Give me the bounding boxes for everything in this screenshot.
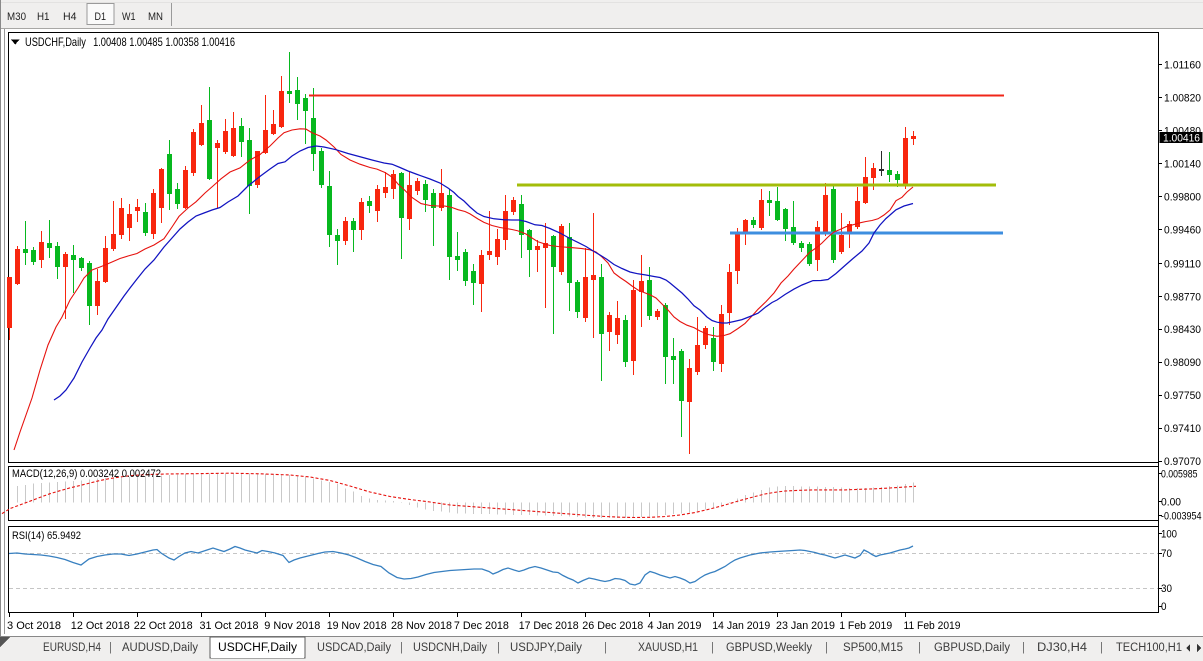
- svg-text:70: 70: [1161, 548, 1172, 560]
- svg-text:28 Nov 2018: 28 Nov 2018: [391, 620, 452, 632]
- svg-text:|: |: [1100, 642, 1103, 654]
- svg-text:1.00416: 1.00416: [1163, 133, 1200, 145]
- svg-text:W1: W1: [122, 11, 136, 23]
- svg-text:GBPUSD,Daily: GBPUSD,Daily: [934, 642, 1010, 654]
- svg-text:1.00820: 1.00820: [1164, 93, 1201, 105]
- svg-text:USDCHF,Daily: USDCHF,Daily: [218, 642, 297, 654]
- svg-text:TECH100,H1: TECH100,H1: [1116, 642, 1182, 654]
- svg-text:14 Jan 2019: 14 Jan 2019: [712, 620, 770, 632]
- svg-text:1.01160: 1.01160: [1164, 60, 1201, 72]
- svg-text:GBPUSD,Weekly: GBPUSD,Weekly: [726, 642, 812, 654]
- svg-text:19 Nov 2018: 19 Nov 2018: [327, 620, 387, 632]
- svg-text:0.98090: 0.98090: [1164, 357, 1201, 369]
- svg-text:DJ30,H4: DJ30,H4: [1037, 642, 1088, 654]
- svg-text:USDCNH,Daily: USDCNH,Daily: [413, 642, 487, 654]
- svg-text:USDJPY,Daily: USDJPY,Daily: [510, 642, 582, 654]
- svg-text:0.99460: 0.99460: [1164, 225, 1201, 237]
- svg-text:0.99110: 0.99110: [1164, 259, 1201, 271]
- svg-text:|: |: [109, 642, 112, 654]
- svg-text:-0.003954: -0.003954: [1161, 511, 1202, 523]
- svg-text:SP500,M15: SP500,M15: [843, 642, 903, 654]
- svg-text:26 Dec 2018: 26 Dec 2018: [582, 620, 643, 632]
- svg-text:11 Feb 2019: 11 Feb 2019: [904, 620, 961, 632]
- svg-text:0.005985: 0.005985: [1161, 469, 1198, 481]
- svg-text:|: |: [604, 642, 607, 654]
- svg-text:USDCAD,Daily: USDCAD,Daily: [317, 642, 391, 654]
- svg-text:H4: H4: [63, 11, 77, 23]
- svg-text:EURUSD,H4: EURUSD,H4: [43, 642, 102, 654]
- svg-text:30: 30: [1161, 583, 1172, 595]
- svg-text:0.99800: 0.99800: [1164, 192, 1201, 204]
- svg-text:|: |: [1022, 642, 1025, 654]
- svg-text:17 Dec 2018: 17 Dec 2018: [519, 620, 579, 632]
- svg-text:XAUUSD,H1: XAUUSD,H1: [638, 642, 698, 654]
- svg-text:USDCHF,Daily 1.00408 1.00485: USDCHF,Daily 1.00408 1.00485 1.00358 1.0…: [25, 35, 235, 49]
- svg-text:22 Oct 2018: 22 Oct 2018: [134, 620, 193, 632]
- svg-text:|: |: [918, 642, 921, 654]
- svg-text:1.00140: 1.00140: [1164, 159, 1201, 171]
- svg-text:D1: D1: [95, 11, 107, 23]
- svg-text:12 Oct 2018: 12 Oct 2018: [71, 620, 130, 632]
- svg-text:MN: MN: [148, 11, 163, 23]
- svg-text:H1: H1: [37, 11, 50, 23]
- svg-text:23 Jan 2019: 23 Jan 2019: [776, 620, 835, 632]
- svg-text:0.97750: 0.97750: [1164, 390, 1201, 402]
- svg-text:0: 0: [1161, 601, 1167, 613]
- svg-text:0.98430: 0.98430: [1164, 324, 1201, 336]
- svg-text:M30: M30: [7, 11, 26, 23]
- svg-text:|: |: [400, 642, 403, 654]
- svg-text:0.97410: 0.97410: [1164, 423, 1201, 435]
- svg-text:RSI(14) 65.9492: RSI(14) 65.9492: [12, 530, 81, 542]
- svg-text:0.97070: 0.97070: [1164, 456, 1201, 468]
- svg-text:3 Oct 2018: 3 Oct 2018: [7, 620, 61, 632]
- svg-text:9 Nov 2018: 9 Nov 2018: [264, 620, 320, 632]
- svg-text:|: |: [497, 642, 500, 654]
- svg-text:0.98770: 0.98770: [1164, 292, 1201, 304]
- svg-text:31 Oct 2018: 31 Oct 2018: [200, 620, 259, 632]
- svg-text:4 Jan 2019: 4 Jan 2019: [648, 620, 702, 632]
- svg-text:7 Dec 2018: 7 Dec 2018: [454, 620, 509, 632]
- svg-text:1 Feb 2019: 1 Feb 2019: [839, 620, 892, 632]
- svg-text:MACD(12,26,9) 0.003242 0.00247: MACD(12,26,9) 0.003242 0.002472: [12, 468, 161, 480]
- svg-text:|: |: [711, 642, 714, 654]
- svg-text:AUDUSD,Daily: AUDUSD,Daily: [122, 642, 198, 654]
- svg-text:100: 100: [1161, 529, 1177, 541]
- svg-text:|: |: [825, 642, 828, 654]
- svg-text:0.00: 0.00: [1161, 497, 1181, 509]
